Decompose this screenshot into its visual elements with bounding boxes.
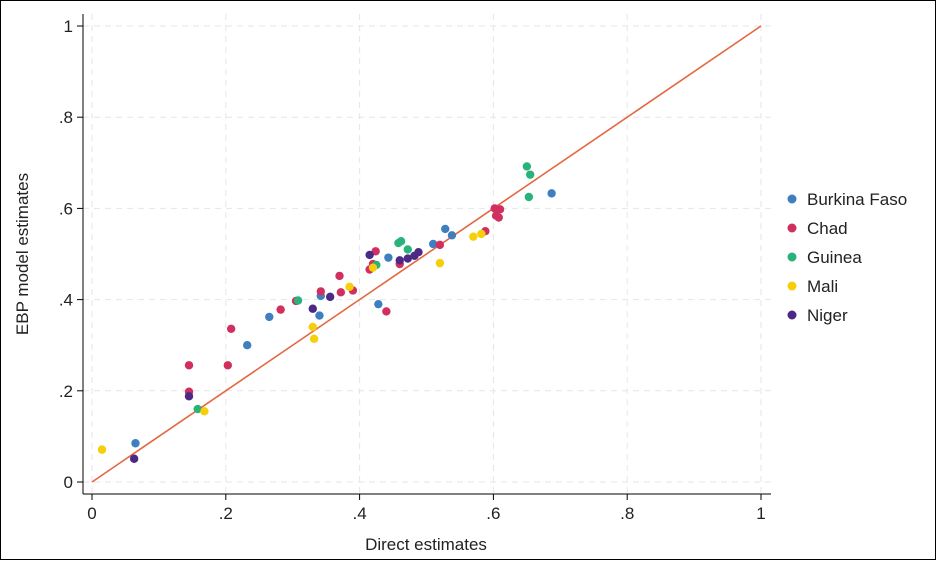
legend-marker-mali xyxy=(787,281,797,291)
legend-marker-chad xyxy=(787,223,797,233)
point-burkina-faso-10 xyxy=(547,189,556,198)
point-chad-15 xyxy=(435,240,445,250)
point-chad-12 xyxy=(371,247,380,256)
y-axis-title: EBP model estimates xyxy=(13,173,32,335)
point-chad-7 xyxy=(335,271,344,281)
axes: 0 .2 .4 .6 .8 1 0 .2 .4 .6 .8 1 xyxy=(59,14,771,523)
legend-label-guinea: Guinea xyxy=(807,248,862,267)
y-tick-label-3: .6 xyxy=(59,199,73,218)
point-guinea-1 xyxy=(293,296,303,305)
legend-label-mali: Mali xyxy=(807,277,838,296)
y-tick-label-1: .2 xyxy=(59,382,73,401)
point-mali-0 xyxy=(97,445,107,454)
x-tick-label-2: .4 xyxy=(353,504,367,523)
point-burkina-faso-0 xyxy=(131,439,140,448)
legend-label-niger: Niger xyxy=(807,306,848,325)
point-niger-0 xyxy=(129,454,139,463)
point-burkina-faso-1 xyxy=(243,341,252,350)
point-niger-3 xyxy=(325,292,335,302)
point-niger-1 xyxy=(184,392,194,401)
x-tick-label-1: .2 xyxy=(219,504,233,523)
point-burkina-faso-3 xyxy=(315,311,324,320)
point-niger-5 xyxy=(395,256,404,265)
point-guinea-4 xyxy=(396,237,406,246)
point-chad-19 xyxy=(494,213,503,222)
y-tick-label-4: .8 xyxy=(59,108,73,127)
point-niger-4 xyxy=(365,250,374,260)
point-mali-2 xyxy=(308,322,317,332)
point-niger-6 xyxy=(403,254,412,263)
point-chad-6 xyxy=(316,287,325,296)
legend-label-chad: Chad xyxy=(807,219,848,238)
point-burkina-faso-2 xyxy=(265,312,274,322)
legend-marker-guinea xyxy=(787,252,797,262)
legend-label-burkina-faso: Burkina Faso xyxy=(807,190,907,209)
point-niger-2 xyxy=(308,304,317,313)
point-burkina-faso-8 xyxy=(441,224,450,234)
point-chad-3 xyxy=(226,324,236,333)
x-tick-label-3: .6 xyxy=(486,504,500,523)
point-mali-3 xyxy=(309,334,319,344)
point-chad-20 xyxy=(495,205,505,214)
point-chad-2 xyxy=(223,361,233,370)
legend-marker-burkina-faso xyxy=(787,194,797,204)
reference-line xyxy=(91,25,762,483)
x-tick-label-5: 1 xyxy=(756,504,765,523)
point-mali-6 xyxy=(435,258,445,268)
point-guinea-6 xyxy=(522,162,532,171)
point-mali-7 xyxy=(469,232,478,241)
point-chad-8 xyxy=(336,288,346,297)
reference-line-group xyxy=(91,25,762,483)
point-mali-8 xyxy=(477,229,486,239)
point-mali-4 xyxy=(345,282,354,292)
point-chad-4 xyxy=(276,305,285,314)
point-mali-5 xyxy=(368,263,378,272)
point-guinea-5 xyxy=(403,245,412,254)
point-burkina-faso-6 xyxy=(384,253,393,262)
y-tick-label-5: 1 xyxy=(64,17,73,36)
point-burkina-faso-9 xyxy=(447,231,457,240)
data-points xyxy=(97,162,556,463)
point-guinea-8 xyxy=(524,192,534,202)
point-burkina-faso-7 xyxy=(428,239,438,249)
x-axis-title: Direct estimates xyxy=(365,535,487,554)
point-guinea-7 xyxy=(525,170,535,179)
x-tick-label-4: .8 xyxy=(620,504,634,523)
point-niger-8 xyxy=(414,247,423,257)
legend-marker-niger xyxy=(787,310,797,320)
y-tick-label-0: 0 xyxy=(64,473,73,492)
point-chad-13 xyxy=(382,307,391,316)
point-guinea-0 xyxy=(193,404,202,414)
point-burkina-faso-5 xyxy=(374,299,383,309)
y-tick-label-2: .4 xyxy=(59,291,73,310)
x-tick-label-0: 0 xyxy=(87,504,96,523)
legend: Burkina Faso Chad Guinea Mali Niger xyxy=(787,190,907,325)
point-chad-0 xyxy=(184,361,194,370)
grid-lines xyxy=(83,14,771,494)
point-mali-1 xyxy=(200,407,209,416)
